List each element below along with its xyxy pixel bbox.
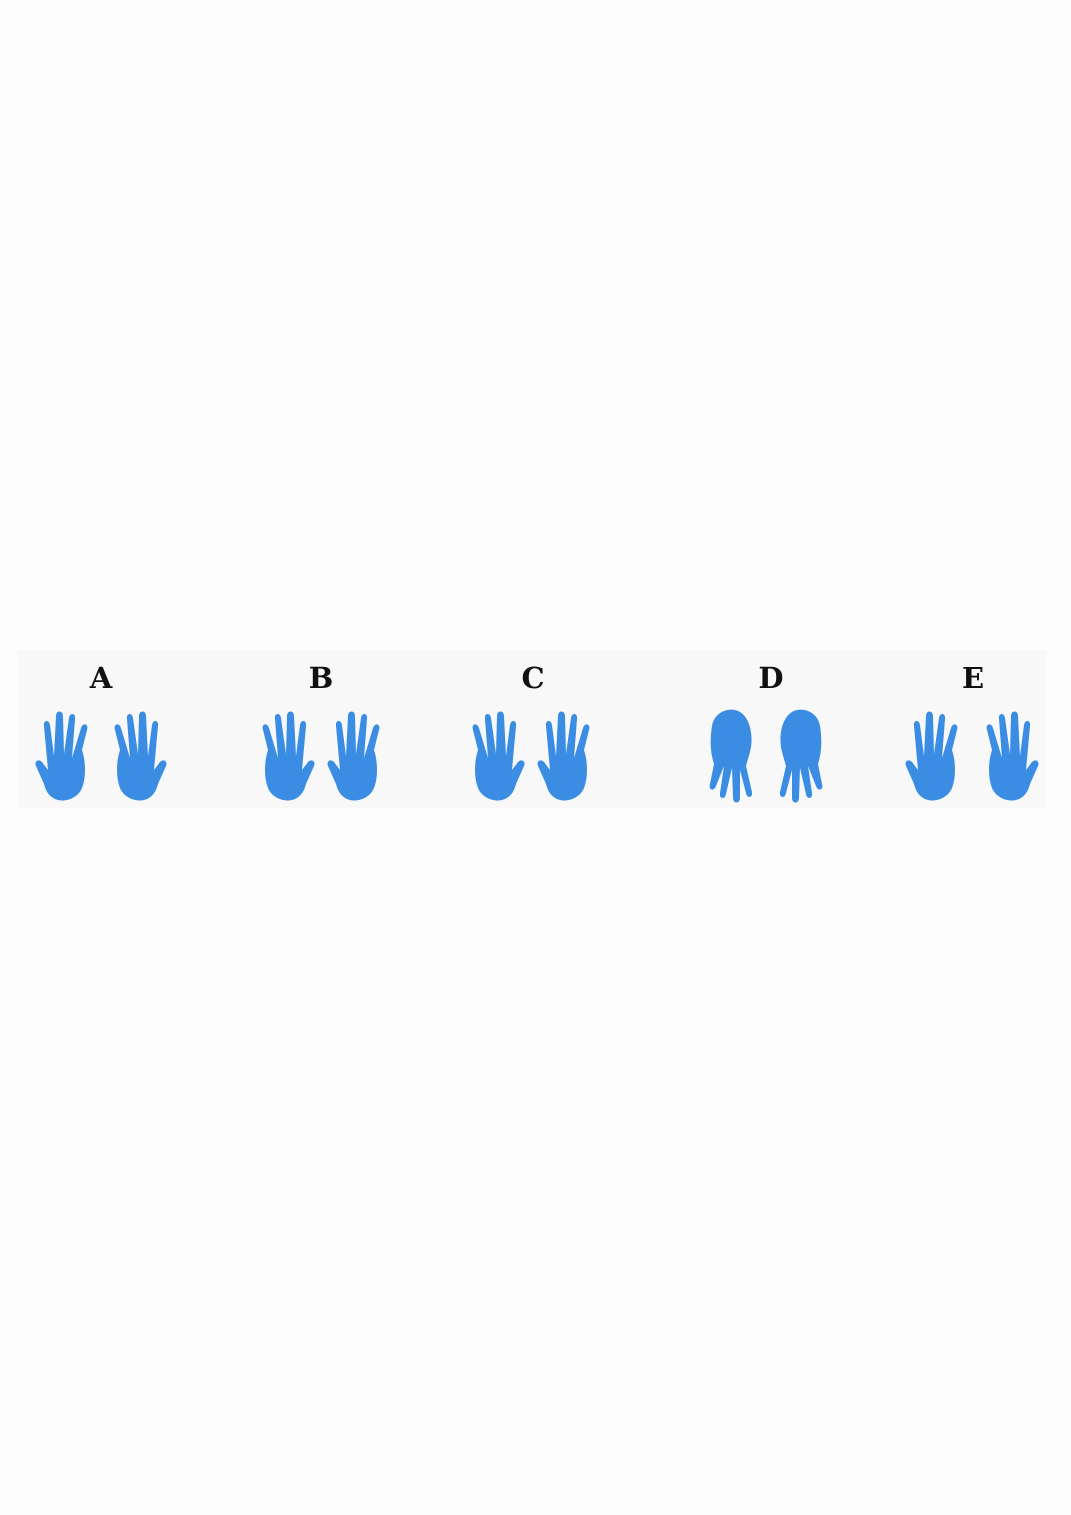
hanging-hand-icon xyxy=(779,709,823,803)
options-strip xyxy=(18,650,1046,808)
option-d[interactable]: D xyxy=(700,650,842,808)
option-label: A xyxy=(89,661,113,695)
option-label: E xyxy=(961,661,985,695)
option-e[interactable]: E xyxy=(902,650,1044,808)
back-of-hand-icon xyxy=(262,711,315,801)
option-label: C xyxy=(521,661,545,695)
back-of-hand-icon xyxy=(35,711,88,801)
back-of-hand-icon xyxy=(986,711,1039,801)
option-c[interactable]: C xyxy=(462,650,604,808)
back-of-hand-icon xyxy=(114,711,167,801)
hanging-hand-icon xyxy=(709,709,753,803)
option-b[interactable]: B xyxy=(250,650,392,808)
hand-pair xyxy=(30,706,172,804)
back-of-hand-icon xyxy=(472,711,525,801)
option-a[interactable]: A xyxy=(30,650,172,808)
option-label: B xyxy=(308,661,334,695)
back-of-hand-icon xyxy=(537,711,590,801)
back-of-hand-icon xyxy=(905,711,958,801)
hand-pair xyxy=(700,706,842,804)
hand-pair xyxy=(250,706,392,804)
back-of-hand-icon xyxy=(327,711,380,801)
option-label: D xyxy=(758,661,784,695)
hand-pair xyxy=(902,706,1044,804)
hand-pair xyxy=(462,706,604,804)
